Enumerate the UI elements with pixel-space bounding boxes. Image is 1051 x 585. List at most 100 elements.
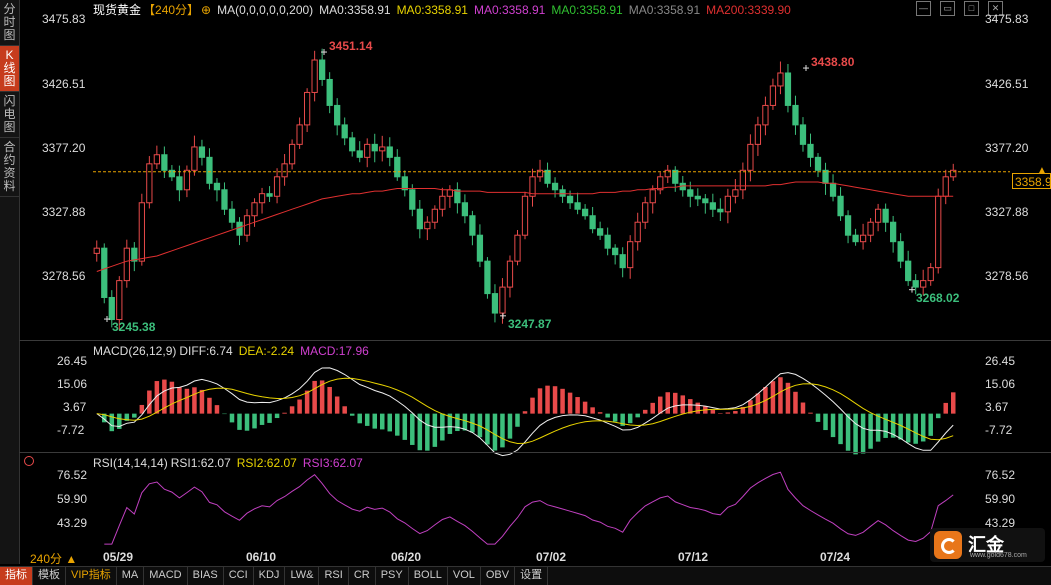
candle-body [874,208,882,223]
tab-ma[interactable]: MA [117,567,145,585]
tab-vol[interactable]: VOL [448,567,481,585]
instrument-title: 现货黄金 [93,3,142,17]
tab-settings[interactable]: 设置 [515,567,549,585]
rsi-tick-left: 59.90 [57,492,88,506]
candle-body [446,189,453,197]
rsi1-value: RSI1:62.07 [170,456,231,470]
candle-body [890,221,897,243]
target-icon[interactable] [24,456,34,466]
macd-tick-left: 15.06 [57,377,88,391]
high-annotation: 3438.80 [811,55,855,69]
candle-body [905,260,912,282]
tab-lw[interactable]: LW& [285,567,320,585]
candle-body [664,169,671,178]
period-tag[interactable]: 【240分】 [143,3,200,17]
settings-icon[interactable]: ⊕ [201,3,212,17]
low-annotation: 3245.38 [112,320,156,334]
candle-body [747,143,754,171]
candle-body [544,169,551,184]
pane-divider[interactable] [19,340,1051,341]
tab-cci[interactable]: CCI [224,567,254,585]
candle-body [319,59,326,80]
rsi-header: RSI(14,14,14) RSI1:62.07 RSI2:62.07 RSI3:62… [93,455,369,471]
candle-body [334,104,341,126]
tab-kline[interactable]: K线图 [0,46,19,92]
candle-body [379,146,386,152]
candle-body [649,189,656,204]
tab-rsi[interactable]: RSI [319,567,349,585]
candle-body [146,163,153,204]
tab-kdj[interactable]: KDJ [254,567,286,585]
candle-body [724,195,731,213]
candle-body [394,156,401,178]
candle-body [566,195,574,204]
price-tick-left: 3278.56 [42,269,86,283]
chart-header: 现货黄金 【240分】 ⊕ MA(0,0,0,0,0,200) MA0:3358.91 M… [93,2,797,18]
current-price-marker-icon: ▲ [1037,165,1047,176]
tab-vip-indicators[interactable]: VIP指标 [66,567,117,585]
candle-body [326,78,333,106]
candle-body [589,215,596,230]
candle-body [221,189,228,210]
candle-body [409,189,416,210]
macd-dea: DEA:-2.24 [238,344,295,358]
ma-value-1: MA0:3358.91 [319,3,391,17]
ma-params: MA(0,0,0,0,0,200) [217,3,314,17]
tab-macd[interactable]: MACD [144,567,188,585]
tab-cr[interactable]: CR [349,567,376,585]
minimize-icon[interactable]: — [916,1,931,16]
date-label: 07/24 [820,550,851,564]
tab-contract-info[interactable]: 合约资料 [0,138,19,197]
indicator-tabbar: 指标 模板 VIP指标 MA MACD BIAS CCI KDJ LW& RSI… [0,566,1051,585]
candle-body [867,221,874,236]
pane-divider[interactable] [19,452,1051,453]
price-tick-left: 3377.20 [42,141,86,155]
price-tick-right: 3327.88 [985,205,1029,219]
macd-dea-line [96,377,954,445]
tab-obv[interactable]: OBV [481,567,516,585]
candle-body [454,189,461,204]
tab-psy[interactable]: PSY [376,567,409,585]
date-label: 05/29 [103,550,134,564]
macd-tick-right: 15.06 [985,377,1016,391]
candle-body [101,247,108,298]
macd-title: MACD(26,12,9) [93,344,177,358]
candle-body [108,296,115,321]
tab-timeshare[interactable]: 分时图 [0,0,19,46]
candle-body [469,215,476,236]
candle-body [837,195,844,217]
candle-body [93,247,100,254]
candle-body [694,195,701,200]
candle-body [829,182,837,197]
rsi2-value: RSI2:62.07 [236,456,297,470]
candle-body [559,189,566,197]
period-selector[interactable]: 240分 ▲ [30,552,78,566]
logo-name: 汇金 [968,535,1004,555]
candle-body [551,182,559,191]
price-tick-left: 3426.51 [42,77,86,91]
candle-body [296,124,303,145]
candle-body [536,169,544,178]
tab-bias[interactable]: BIAS [188,567,224,585]
candle-body [604,234,611,249]
candle-body [499,286,506,314]
candle-body [228,208,236,223]
date-label: 06/20 [391,550,422,564]
tab-indicators[interactable]: 指标 [0,567,33,585]
date-label: 07/12 [678,550,709,564]
candle-body [574,202,581,210]
candle-body [702,198,709,204]
tab-templates[interactable]: 模板 [33,567,66,585]
candle-body [371,143,378,152]
tab-lightning[interactable]: 闪电图 [0,92,19,138]
tab-boll[interactable]: BOLL [409,567,448,585]
close-icon[interactable]: ✕ [988,1,1003,16]
high-annotation: 3451.14 [329,39,373,53]
maximize-icon[interactable]: □ [964,1,979,16]
candle-body [597,228,604,236]
candle-body [123,247,130,282]
restore-icon[interactable]: ▭ [940,1,955,16]
candle-body [927,267,934,282]
candle-body [213,182,221,191]
